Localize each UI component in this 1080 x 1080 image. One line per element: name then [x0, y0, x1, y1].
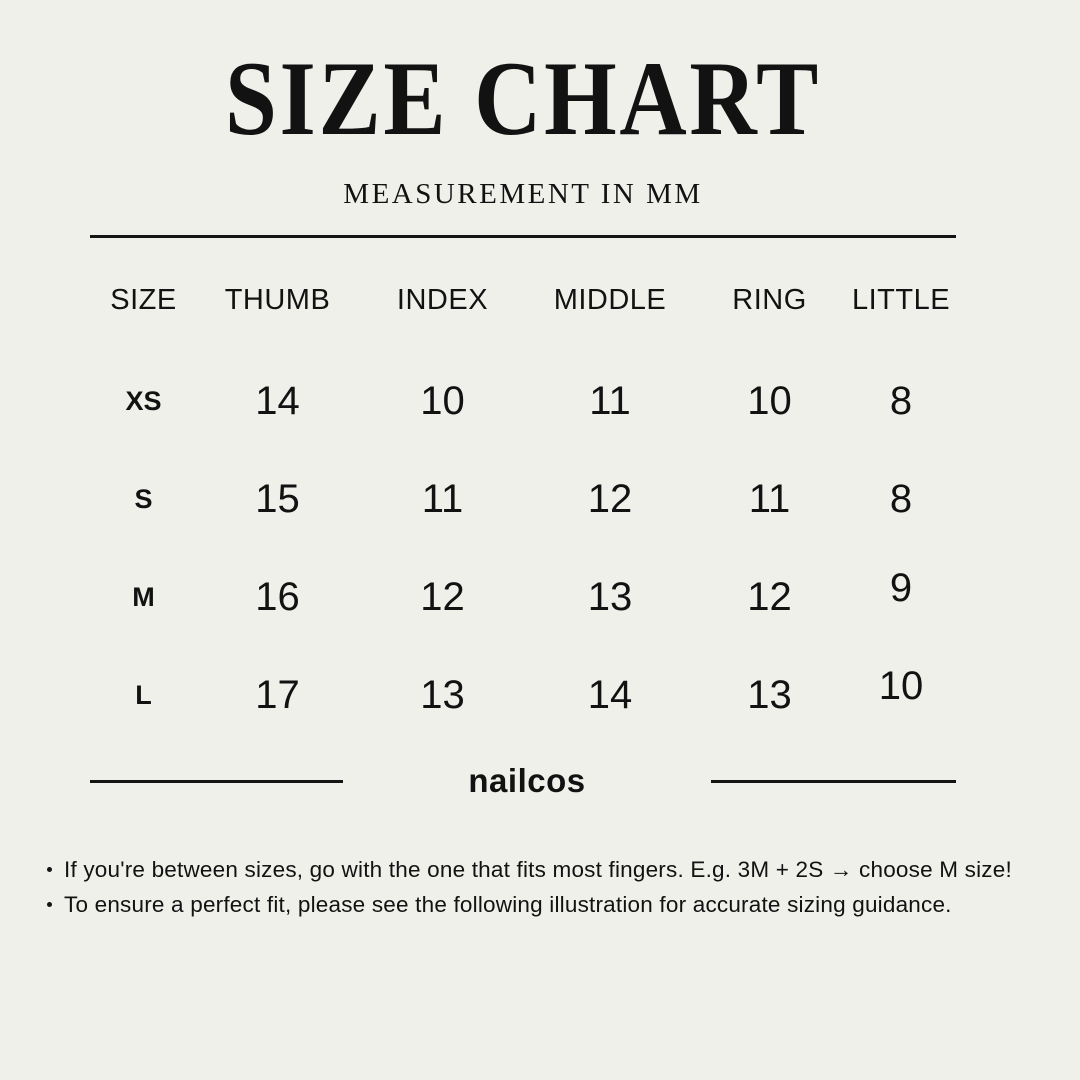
table-cell: 13 — [587, 574, 633, 619]
table-cell: 10 — [878, 663, 924, 708]
table-cell: 14 — [587, 672, 633, 717]
table-cell: 17 — [255, 672, 300, 717]
table-cell: 13 — [747, 672, 792, 717]
table-cell: 12 — [587, 476, 633, 521]
column-header-size: SIZE — [110, 283, 177, 316]
chart-content: SIZE CHART MEASUREMENT IN MM SIZE THUMB … — [90, 0, 956, 800]
table-cell: 16 — [255, 574, 300, 619]
note-item: If you're between sizes, go with the one… — [46, 852, 1056, 887]
page-subtitle: MEASUREMENT IN MM — [343, 178, 703, 210]
table-cell: 12 — [747, 574, 792, 619]
sizing-notes: If you're between sizes, go with the one… — [46, 852, 1056, 922]
left-divider-line — [90, 779, 343, 783]
table-cell: 9 — [889, 565, 913, 610]
table-cell: 14 — [255, 378, 300, 423]
column-header-little: LITTLE — [851, 283, 951, 316]
table-row-m: M 16 12 13 12 9 — [90, 548, 956, 646]
brand-logo: nailcos — [468, 762, 586, 799]
table-header-row: SIZE THUMB INDEX MIDDLE RING LITTLE — [90, 280, 956, 320]
table-body: XS 14 10 11 10 8 S 15 11 12 11 8 M 16 12… — [90, 352, 956, 744]
column-header-ring: RING — [732, 283, 807, 316]
note-item: To ensure a perfect fit, please see the … — [46, 887, 1056, 922]
table-cell: 11 — [589, 378, 631, 423]
table-cell: 12 — [420, 574, 465, 619]
row-label: XS — [125, 385, 162, 416]
column-header-index: INDEX — [396, 283, 489, 316]
row-label: L — [135, 679, 152, 710]
brand-divider-row: nailcos — [90, 762, 956, 800]
table-cell: 11 — [421, 476, 464, 521]
row-label: S — [134, 483, 153, 514]
column-header-middle: MIDDLE — [553, 283, 667, 316]
table-cell: 8 — [889, 476, 913, 521]
table-cell: 10 — [420, 378, 465, 423]
table-row-l: L 17 13 14 13 10 — [90, 646, 956, 744]
row-label: M — [132, 581, 155, 612]
table-cell: 13 — [420, 672, 465, 717]
table-cell: 11 — [748, 476, 791, 521]
table-cell: 15 — [255, 476, 300, 521]
header-divider-line — [90, 235, 956, 238]
table-row-s: S 15 11 12 11 8 — [90, 450, 956, 548]
table-cell: 8 — [889, 378, 913, 423]
right-divider-line — [711, 779, 956, 783]
table-row-xs: XS 14 10 11 10 8 — [90, 352, 956, 450]
table-cell: 10 — [747, 378, 792, 423]
column-header-thumb: THUMB — [224, 283, 331, 316]
page-title: SIZE CHART — [225, 40, 821, 157]
